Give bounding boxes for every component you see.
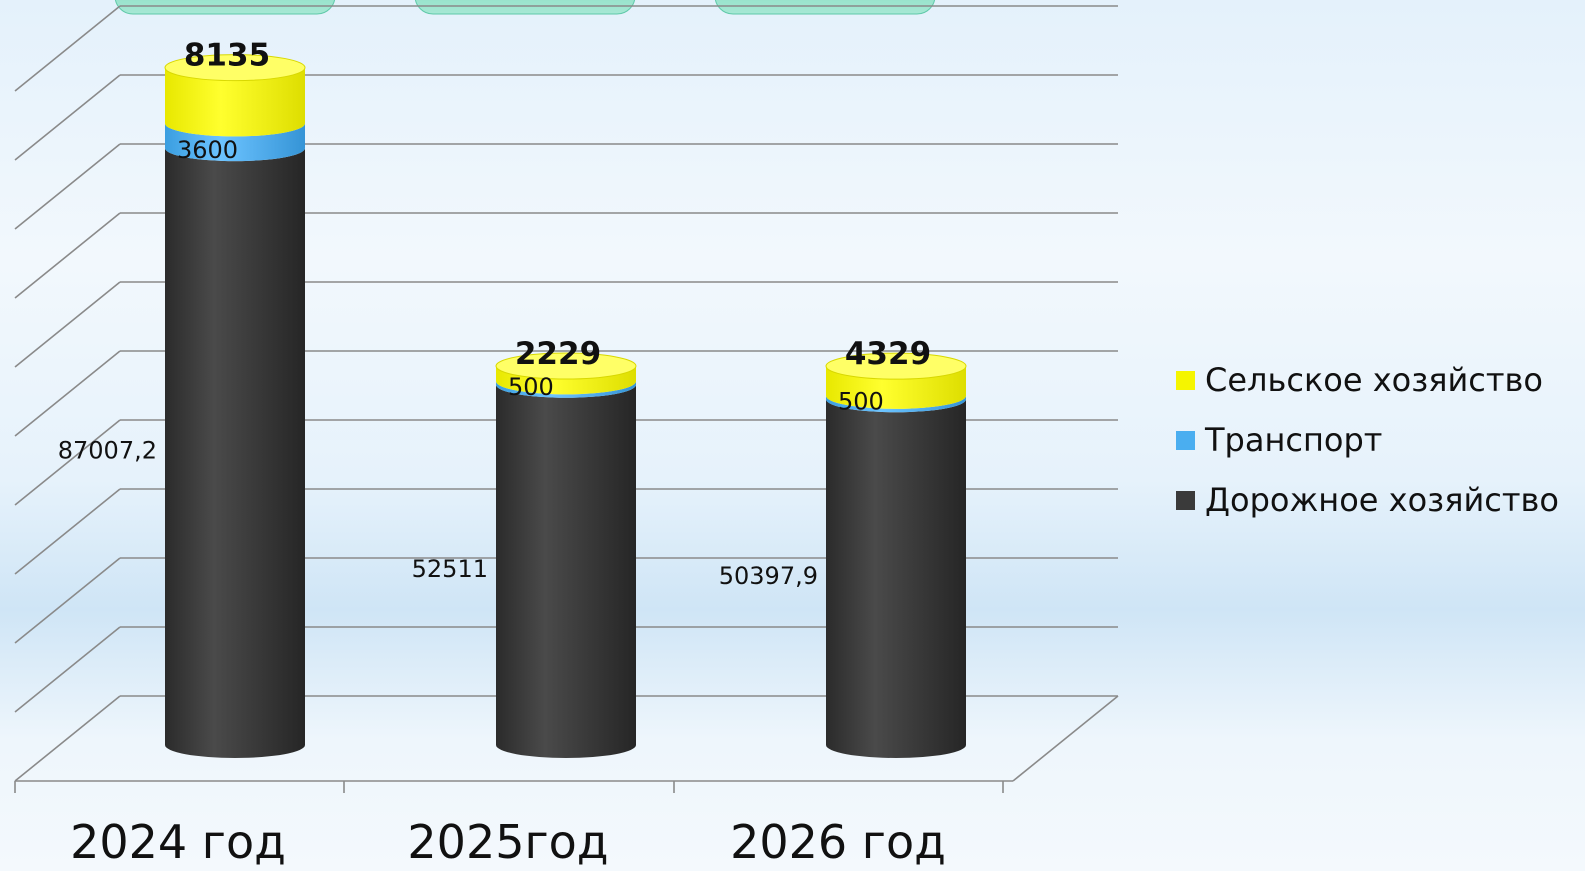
gridline-side xyxy=(14,281,121,368)
gridline-side xyxy=(14,212,121,299)
gridline-side xyxy=(14,695,121,782)
bar-top-cap xyxy=(495,352,637,380)
data-label: 2229 xyxy=(515,336,601,372)
category-label: 2024 год xyxy=(70,815,286,869)
category-label: 2026 год xyxy=(730,815,946,869)
data-label: 4329 xyxy=(845,336,931,372)
top-tab-left xyxy=(114,0,336,15)
top-tab-middle xyxy=(414,0,636,15)
legend-item-agriculture: Сельское хозяйство xyxy=(1176,350,1559,410)
bar-segment xyxy=(826,395,966,413)
category-label: 2025год xyxy=(407,815,608,869)
gridline-side xyxy=(14,350,121,437)
legend-item-transport: Транспорт xyxy=(1176,410,1559,470)
data-label: 50397,9 xyxy=(719,562,818,590)
data-label: 8135 xyxy=(184,38,270,74)
gridline-side xyxy=(14,488,121,575)
bar-segment xyxy=(496,384,636,758)
bar-segment xyxy=(496,381,636,398)
bars xyxy=(164,54,967,758)
legend-swatch-roads xyxy=(1176,490,1195,510)
gridline-side xyxy=(14,74,121,161)
top-tab-right xyxy=(714,0,936,15)
x-axis xyxy=(14,695,1119,793)
data-label: 3600 xyxy=(177,136,238,164)
legend: Сельское хозяйство Транспорт Дорожное хо… xyxy=(1176,350,1559,530)
data-label: 500 xyxy=(838,387,884,415)
legend-item-roads: Дорожное хозяйство xyxy=(1176,470,1559,530)
data-labels: 87007,23600813552511500222950397,9500432… xyxy=(58,38,931,591)
bar-segment xyxy=(165,123,305,162)
legend-swatch-transport xyxy=(1176,430,1195,450)
bar-segment xyxy=(826,366,966,409)
bar-segment xyxy=(165,67,305,137)
gridline-side xyxy=(14,5,121,92)
gridline-side xyxy=(14,626,121,713)
data-label: 87007,2 xyxy=(58,437,157,465)
bar-segment xyxy=(826,399,966,758)
floor-right-edge xyxy=(1012,695,1119,782)
category-labels: 2024 год 2025год 2026 год xyxy=(70,815,946,869)
data-label: 52511 xyxy=(412,555,488,583)
bar-segment xyxy=(496,366,636,395)
bar-segment xyxy=(165,148,305,758)
gridline-side xyxy=(14,419,121,506)
legend-label-transport: Транспорт xyxy=(1205,421,1383,459)
legend-label-roads: Дорожное хозяйство xyxy=(1205,481,1559,519)
legend-label-agriculture: Сельское хозяйство xyxy=(1205,361,1543,399)
bar-top-cap xyxy=(825,352,967,380)
bar-top-cap xyxy=(164,54,306,82)
gridline-side xyxy=(14,557,121,644)
gridline-side xyxy=(14,143,121,230)
legend-swatch-agriculture xyxy=(1176,370,1195,390)
data-label: 500 xyxy=(508,373,554,401)
